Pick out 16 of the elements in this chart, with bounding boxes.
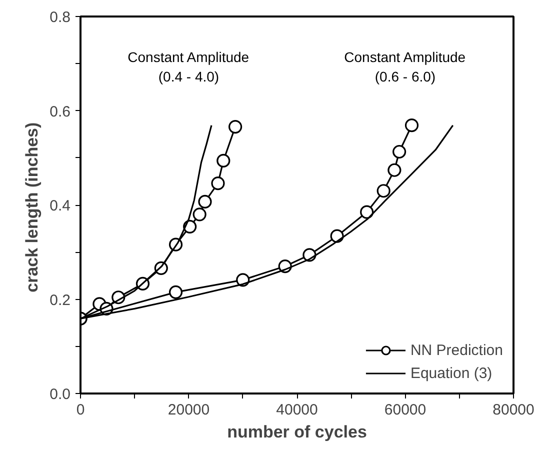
annotation: Constant Amplitude (0.4 - 4.0) bbox=[128, 49, 250, 84]
x-tick-label: 80000 bbox=[492, 402, 534, 418]
y-tick-label: 0.6 bbox=[50, 103, 71, 120]
annotation: Constant Amplitude (0.6 - 6.0) bbox=[344, 49, 466, 84]
legend-label: NN Prediction bbox=[410, 342, 503, 358]
y-axis-title: crack length (inches) bbox=[22, 122, 42, 292]
x-axis-title: number of cycles bbox=[227, 422, 367, 442]
y-tick-label: 0.2 bbox=[50, 292, 71, 309]
y-tick-label: 0.0 bbox=[50, 386, 71, 403]
y-tick-label: 0.8 bbox=[50, 9, 71, 26]
legend-label: Equation (3) bbox=[410, 364, 492, 382]
x-tick-label: 0 bbox=[76, 402, 85, 418]
y-tick-label: 0.4 bbox=[50, 198, 71, 214]
x-tick-label: 40000 bbox=[276, 402, 318, 418]
x-tick-label: 20000 bbox=[168, 402, 210, 418]
x-tick-label: 60000 bbox=[384, 402, 426, 418]
